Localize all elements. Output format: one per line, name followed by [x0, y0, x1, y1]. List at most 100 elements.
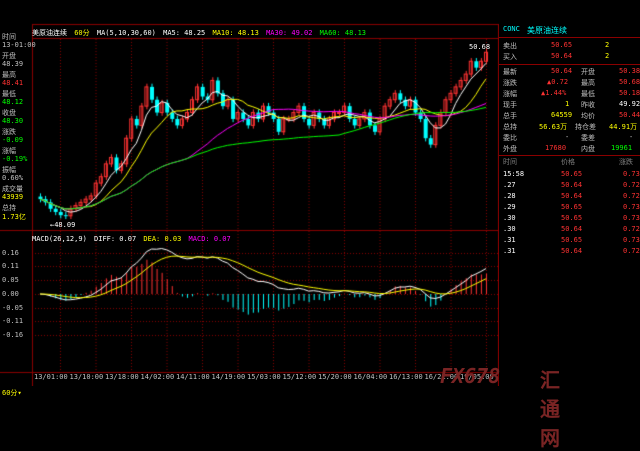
- instrument-title: 美原油连续: [32, 29, 67, 37]
- buy-price: 50.64: [551, 52, 573, 60]
- q-vol-label: 现手: [503, 101, 517, 109]
- pct-row: 涨幅 ▲1.44% 最低 50.18: [499, 89, 640, 99]
- q-low-label: 最低: [581, 90, 595, 98]
- ma-prefix: MA(5,10,30,60): [96, 29, 156, 37]
- q-open-label: 开盘: [581, 68, 595, 76]
- tick-change: 0.72: [623, 192, 640, 200]
- tick-row: .30 50.65 0.73: [499, 214, 640, 225]
- tick-change: 0.72: [623, 181, 640, 189]
- time-axis: 13/01:00 13/10:00 13/18:00 14/02:00 14/11:00…: [0, 373, 499, 385]
- tick-time: .28: [503, 192, 516, 200]
- tick-change: 0.73: [623, 203, 640, 211]
- time-value: 13-01:00: [2, 41, 36, 49]
- time-axis-label: 15/12:00: [282, 373, 317, 381]
- amplitude-value: 0.60%: [2, 174, 24, 182]
- ratio-row: 委比 - 委差 -: [499, 133, 640, 143]
- time-axis-label: 14/02:00: [140, 373, 175, 381]
- ticks-header-change: 涨跌: [619, 158, 633, 166]
- low-price-value: 48.09: [54, 221, 76, 229]
- q-hold-diff-label: 持仓差: [575, 123, 596, 131]
- q-in-value: 19961: [611, 144, 633, 152]
- q-ratio-value: -: [565, 133, 570, 141]
- ticks-header-time: 时间: [503, 158, 517, 166]
- macd-axis-label: -0.16: [2, 331, 24, 339]
- tick-price: 50.64: [561, 225, 583, 233]
- macd-diff: DIFF: 0.07: [94, 235, 137, 243]
- tick-price: 50.65: [561, 203, 583, 211]
- buy-row: 买入 50.64 2: [499, 52, 640, 65]
- ma10-value: MA10: 48.13: [212, 29, 259, 37]
- low-label: 最低: [2, 90, 16, 98]
- q-avg-value: 50.44: [619, 111, 640, 119]
- macd-value: MACD: 0.07: [188, 235, 231, 243]
- change-label: 涨跌: [2, 128, 16, 136]
- sell-row: 卖出 50.65 2: [499, 41, 640, 51]
- q-ratio-diff-value: -: [629, 133, 634, 141]
- sell-label: 卖出: [503, 42, 517, 50]
- q-prev-label: 昨收: [581, 101, 595, 109]
- volume-label: 成交量: [2, 185, 23, 193]
- hold-row: 总持 56.63万 持仓差 44.91万: [499, 122, 640, 132]
- q-ratio-diff-label: 委差: [581, 134, 595, 142]
- period-button[interactable]: 60分▾: [2, 388, 22, 398]
- tick-time: .30: [503, 214, 516, 222]
- tick-price: 50.64: [561, 247, 583, 255]
- macd-axis-label: 0.00: [2, 290, 19, 298]
- quote-title-row: CONC 美原油连续: [499, 25, 640, 38]
- tick-price: 50.64: [561, 192, 583, 200]
- change-row: 涨跌 ▲0.72 最高 50.68: [499, 78, 640, 88]
- q-hold-diff-value: 44.91万: [609, 123, 638, 131]
- tick-time: 15:58: [503, 170, 525, 178]
- buy-label: 买入: [503, 53, 517, 61]
- high-price-label: 50.68: [469, 43, 491, 51]
- kline-macd-canvas[interactable]: [0, 0, 499, 386]
- q-change-value: ▲0.72: [547, 78, 569, 86]
- amount-label: 总持: [2, 204, 16, 212]
- time-axis-label: 13/18:00: [105, 373, 139, 381]
- low-price-label: ←48.09: [50, 221, 76, 229]
- ticks-header-price: 价格: [561, 158, 575, 166]
- tick-row: 15:58 50.65 0.73: [499, 170, 640, 181]
- q-high-value: 50.68: [619, 78, 640, 86]
- instrument-code: CONC: [503, 25, 520, 33]
- ma30-value: MA30: 49.02: [266, 29, 313, 37]
- macd-axis-label: 0.05: [2, 276, 19, 284]
- change-pct-value: -0.19%: [2, 155, 28, 163]
- total-row: 总手 64559 均价 50.44: [499, 111, 640, 121]
- sell-price: 50.65: [551, 41, 573, 49]
- vol-row: 现手 1 昨收 49.92: [499, 100, 640, 110]
- time-axis-label: 15/20:00: [318, 373, 352, 381]
- time-axis-label: 19/05:00: [460, 373, 494, 381]
- ma60-value: MA60: 48.13: [319, 29, 366, 37]
- tick-price: 50.65: [561, 236, 583, 244]
- chart-header: 美原油连续 60分 MA(5,10,30,60) MA5: 48.25 MA10…: [32, 28, 369, 38]
- period-button-label: 60分: [2, 389, 18, 397]
- macd-name: MACD(26,12,9): [32, 235, 87, 243]
- q-hold-label: 总持: [503, 123, 517, 131]
- bar-info-panel: 时间 13-01:00 开盘 48.39 最高 48.41 最低 48.12 收…: [0, 24, 36, 221]
- high-label: 最高: [2, 71, 16, 79]
- time-axis-label: 16/13:00: [389, 373, 423, 381]
- ma5-value: MA5: 48.25: [163, 29, 206, 37]
- sell-vol: 2: [605, 41, 610, 49]
- time-axis-label: 13/10:00: [69, 373, 104, 381]
- tick-row: .27 50.64 0.72: [499, 181, 640, 192]
- tick-change: 0.72: [623, 225, 640, 233]
- tick-time: .29: [503, 203, 516, 211]
- q-total-label: 总手: [503, 112, 517, 120]
- q-total-value: 64559: [551, 111, 573, 119]
- change-pct-label: 涨幅: [2, 147, 16, 155]
- bottom-bar: 60分▾ FX678 汇通网: [0, 364, 560, 450]
- q-in-label: 内盘: [581, 145, 595, 153]
- tick-time: .31: [503, 247, 516, 255]
- q-pct-value: ▲1.44%: [541, 89, 567, 97]
- macd-header: MACD(26,12,9) DIFF: 0.07 DEA: 0.03 MACD:…: [32, 235, 234, 243]
- q-prev-value: 49.92: [619, 100, 640, 108]
- tick-time: .30: [503, 225, 516, 233]
- time-axis-label: 16/21:00: [424, 373, 459, 381]
- tick-change: 0.73: [623, 236, 640, 244]
- time-axis-label: 14/11:00: [176, 373, 210, 381]
- time-label: 时间: [2, 33, 16, 41]
- tick-row: .31 50.65 0.73: [499, 236, 640, 247]
- high-value: 48.41: [2, 79, 24, 87]
